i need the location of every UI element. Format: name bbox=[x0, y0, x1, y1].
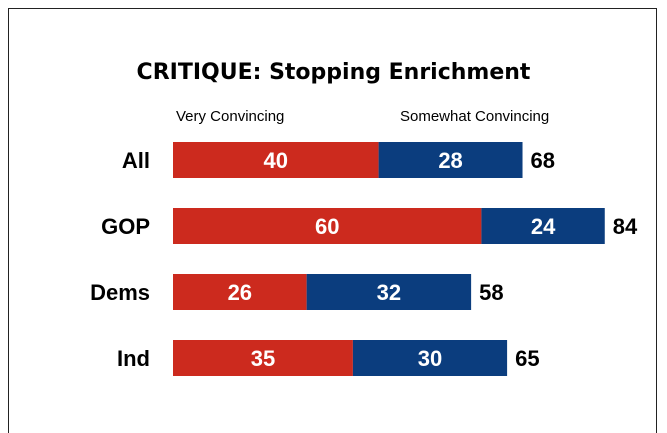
category-label-all: All bbox=[122, 148, 150, 173]
bar-gop-series-1 bbox=[481, 208, 605, 244]
chart-title: CRITIQUE: Stopping Enrichment bbox=[136, 60, 531, 85]
bar-value-gop-series-0: 60 bbox=[315, 214, 339, 239]
bar-gop-series-0 bbox=[173, 208, 482, 244]
bar-ind-series-0 bbox=[173, 340, 353, 376]
total-label-dems: 58 bbox=[479, 280, 503, 305]
category-label-gop: GOP bbox=[101, 214, 150, 239]
legend-somewhat-convincing: Somewhat Convincing bbox=[400, 108, 550, 125]
legend-very-convincing: Very Convincing bbox=[176, 108, 285, 125]
total-label-gop: 84 bbox=[613, 214, 638, 239]
bar-value-dems-series-0: 26 bbox=[228, 280, 252, 305]
category-label-ind: Ind bbox=[117, 346, 150, 371]
bar-dems-series-0 bbox=[173, 274, 307, 310]
chart-frame bbox=[8, 8, 657, 433]
bar-ind-series-1 bbox=[352, 340, 508, 376]
total-label-ind: 65 bbox=[515, 346, 539, 371]
bar-value-dems-series-1: 32 bbox=[377, 280, 401, 305]
bar-value-ind-series-1: 30 bbox=[418, 346, 442, 371]
bar-value-all-series-0: 40 bbox=[264, 148, 288, 173]
bar-value-gop-series-1: 24 bbox=[531, 214, 556, 239]
total-label-all: 68 bbox=[531, 148, 555, 173]
bar-value-all-series-1: 28 bbox=[438, 148, 462, 173]
bar-all-series-0 bbox=[173, 142, 379, 178]
bar-all-series-1 bbox=[378, 142, 523, 178]
bar-value-ind-series-0: 35 bbox=[251, 346, 275, 371]
category-label-dems: Dems bbox=[90, 280, 150, 305]
bar-dems-series-1 bbox=[306, 274, 472, 310]
